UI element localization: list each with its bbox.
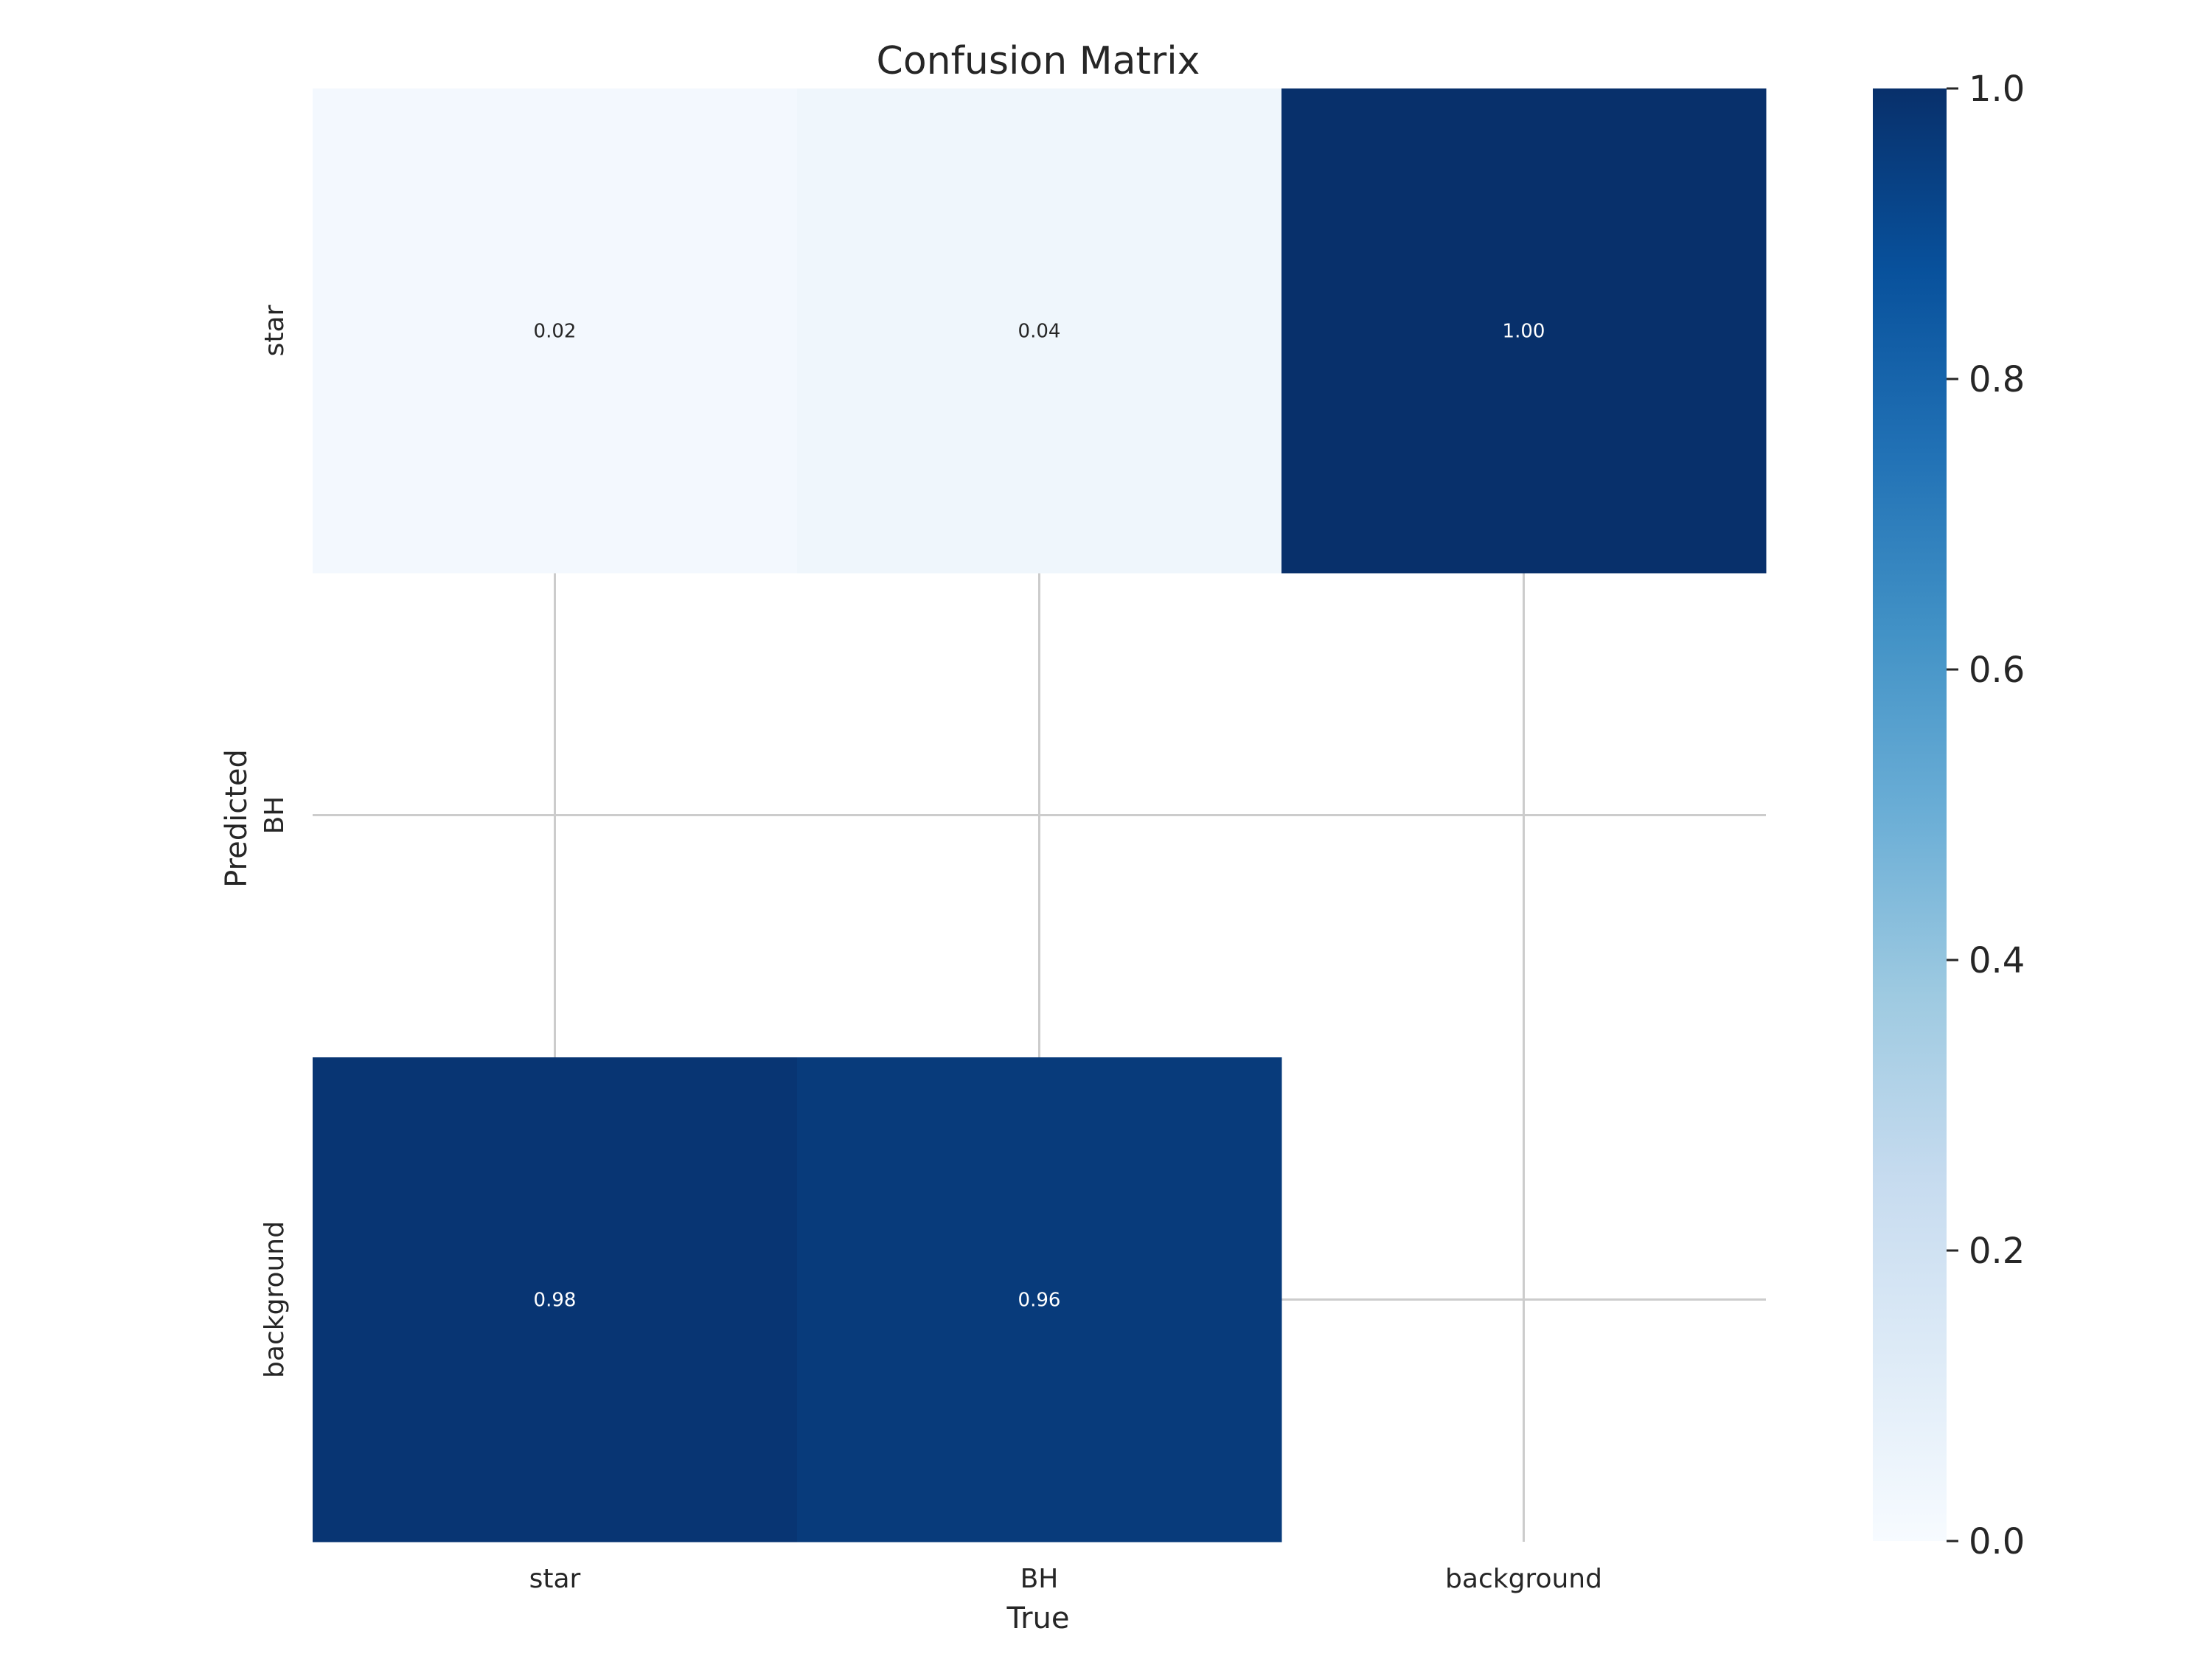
cell-value-label: 1.00 xyxy=(1503,321,1545,343)
colorbar-gradient xyxy=(1873,88,1947,1541)
x-axis-label: True xyxy=(1006,1601,1070,1635)
colorbar: 0.0 0.2 0.4 0.6 0.8 1.0 xyxy=(1873,69,2025,1562)
y-tick-label: star xyxy=(260,305,290,356)
heatmap-cell xyxy=(797,88,1282,574)
colorbar-tick-label: 0.8 xyxy=(1969,359,2025,400)
y-axis-label: Predicted xyxy=(220,749,254,888)
heatmap-cell xyxy=(313,1057,798,1543)
y-axis-ticks: star BH background xyxy=(260,305,290,1378)
cell-value-label: 0.02 xyxy=(534,321,577,343)
colorbar-ticks: 0.0 0.2 0.4 0.6 0.8 1.0 xyxy=(1947,69,2025,1562)
colorbar-tick-label: 0.2 xyxy=(1969,1231,2025,1272)
x-tick-label: background xyxy=(1445,1564,1602,1594)
heatmap-cells xyxy=(313,88,1767,1543)
x-axis-ticks: star BH background xyxy=(529,1564,1602,1594)
x-tick-label: star xyxy=(529,1564,581,1594)
cell-value-labels: 0.02 0.04 1.00 0.98 0.96 xyxy=(534,321,1545,1312)
heatmap-cell xyxy=(313,88,798,574)
chart-title: Confusion Matrix xyxy=(877,39,1200,83)
x-tick-label: BH xyxy=(1020,1564,1059,1594)
colorbar-tick-label: 1.0 xyxy=(1969,69,2025,110)
colorbar-tick-label: 0.6 xyxy=(1969,650,2025,691)
colorbar-tick-label: 0.4 xyxy=(1969,940,2025,981)
cell-value-label: 0.98 xyxy=(534,1290,577,1312)
y-tick-label: background xyxy=(260,1221,290,1378)
heatmap-cell xyxy=(1281,88,1767,574)
y-tick-label: BH xyxy=(260,796,290,835)
heatmap-cell xyxy=(797,1057,1282,1543)
cell-value-label: 0.96 xyxy=(1018,1290,1061,1312)
cell-value-label: 0.04 xyxy=(1018,321,1061,343)
colorbar-tick-label: 0.0 xyxy=(1969,1521,2025,1562)
